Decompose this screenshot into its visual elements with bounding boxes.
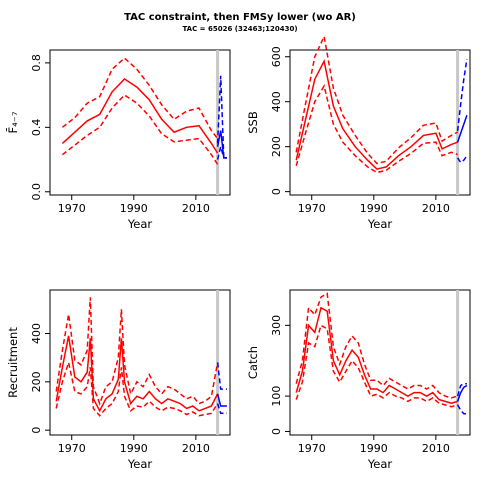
historic-lower-bound — [55, 359, 219, 417]
projection-upper-bound — [216, 75, 227, 159]
projection-median — [216, 130, 227, 159]
y-tick-label: 200 — [30, 371, 43, 392]
x-tick-label: 1990 — [120, 442, 148, 455]
x-tick-label: 1970 — [298, 202, 326, 215]
y-axis-label: SSB — [246, 111, 260, 134]
y-tick-label: 0 — [270, 428, 283, 435]
plot-frame — [49, 289, 231, 436]
panel-fbar: 1970 1990 2010 0.0 0.4 0.8 Year F̄₄₋₇ — [6, 49, 231, 231]
x-axis-label: Year — [367, 217, 393, 231]
projection-lower-bound — [456, 155, 468, 164]
x-axis-label: Year — [367, 457, 393, 471]
plot-frame — [49, 49, 231, 196]
plot-frame — [289, 49, 471, 196]
historic-upper-bound — [295, 34, 458, 165]
y-tick-label: 0 — [30, 427, 43, 434]
x-tick-label: 1970 — [58, 442, 86, 455]
y-tick-label: 0 — [270, 188, 283, 195]
historic-upper-bound — [55, 297, 219, 406]
x-axis-label: Year — [127, 217, 153, 231]
x-tick-label: 1990 — [120, 202, 148, 215]
plot-frame — [289, 289, 471, 436]
x-tick-label: 1990 — [360, 442, 388, 455]
x-tick-label: 2010 — [422, 202, 450, 215]
projection-upper-bound — [456, 382, 467, 397]
historic-median — [61, 78, 219, 154]
y-axis-label: F̄₄₋₇ — [6, 111, 20, 133]
y-tick-label: 0.4 — [30, 119, 43, 137]
historic-upper-bound — [295, 292, 458, 399]
historic-median — [55, 335, 219, 413]
projection-median — [456, 114, 468, 143]
y-tick-label: 200 — [270, 136, 283, 157]
x-tick-label: 2010 — [182, 442, 210, 455]
projection-median — [456, 384, 468, 402]
historic-lower-bound — [295, 324, 458, 408]
figure-title: TAC constraint, then FMSy lower (wo AR) — [124, 12, 356, 23]
x-tick-label: 1990 — [360, 202, 388, 215]
historic-lower-bound — [61, 94, 219, 165]
panel-catch: 1970 1990 2010 0 100 300 Year Catch — [246, 289, 471, 471]
projection-lower-bound — [456, 404, 467, 415]
panel-recruitment: 1970 1990 2010 0 200 400 Year Recruitment — [6, 289, 231, 471]
figure-subtitle: TAC = 65026 (32463;120430) — [182, 25, 297, 33]
historic-median — [295, 306, 458, 404]
y-tick-label: 0.8 — [30, 54, 43, 71]
y-tick-label: 400 — [270, 91, 283, 112]
x-tick-label: 2010 — [422, 442, 450, 455]
panel-ssb: 1970 1990 2010 0 200 400 600 Year SSB — [246, 34, 471, 231]
y-axis-label: Catch — [246, 346, 260, 379]
y-tick-label: 100 — [270, 386, 283, 407]
x-axis-label: Year — [127, 457, 153, 471]
historic-median — [295, 58, 458, 170]
projection-median — [216, 393, 227, 407]
y-tick-label: 600 — [270, 46, 283, 67]
projection-upper-bound — [216, 362, 227, 390]
historic-lower-bound — [295, 84, 458, 174]
y-tick-label: 300 — [270, 315, 283, 336]
projection-lower-bound — [216, 403, 227, 415]
x-tick-label: 1970 — [298, 442, 326, 455]
y-tick-label: 0.0 — [30, 183, 43, 201]
y-tick-label: 400 — [30, 323, 43, 344]
x-tick-label: 2010 — [182, 202, 210, 215]
y-axis-label: Recruitment — [6, 327, 20, 398]
x-tick-label: 1970 — [58, 202, 86, 215]
historic-upper-bound — [61, 57, 219, 140]
